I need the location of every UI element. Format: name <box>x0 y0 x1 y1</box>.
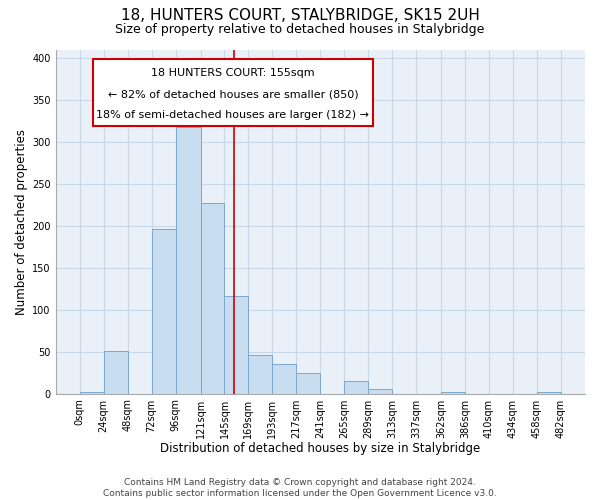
Bar <box>441 392 465 394</box>
Bar <box>104 351 128 394</box>
Text: 18, HUNTERS COURT, STALYBRIDGE, SK15 2UH: 18, HUNTERS COURT, STALYBRIDGE, SK15 2UH <box>121 8 479 22</box>
Bar <box>224 296 248 394</box>
Bar <box>272 364 296 394</box>
Bar <box>296 372 320 394</box>
Text: Size of property relative to detached houses in Stalybridge: Size of property relative to detached ho… <box>115 22 485 36</box>
Y-axis label: Number of detached properties: Number of detached properties <box>15 129 28 315</box>
Bar <box>248 355 272 394</box>
Text: ← 82% of detached houses are smaller (850): ← 82% of detached houses are smaller (85… <box>107 89 358 99</box>
FancyBboxPatch shape <box>93 58 373 126</box>
Text: 18 HUNTERS COURT: 155sqm: 18 HUNTERS COURT: 155sqm <box>151 68 315 78</box>
Bar <box>344 381 368 394</box>
Bar <box>200 202 224 394</box>
Bar <box>537 392 561 394</box>
Bar <box>176 127 200 394</box>
Text: 18% of semi-detached houses are larger (182) →: 18% of semi-detached houses are larger (… <box>97 110 370 120</box>
Text: Contains HM Land Registry data © Crown copyright and database right 2024.
Contai: Contains HM Land Registry data © Crown c… <box>103 478 497 498</box>
Bar <box>368 388 392 394</box>
Bar <box>80 392 104 394</box>
X-axis label: Distribution of detached houses by size in Stalybridge: Distribution of detached houses by size … <box>160 442 481 455</box>
Bar <box>152 230 176 394</box>
